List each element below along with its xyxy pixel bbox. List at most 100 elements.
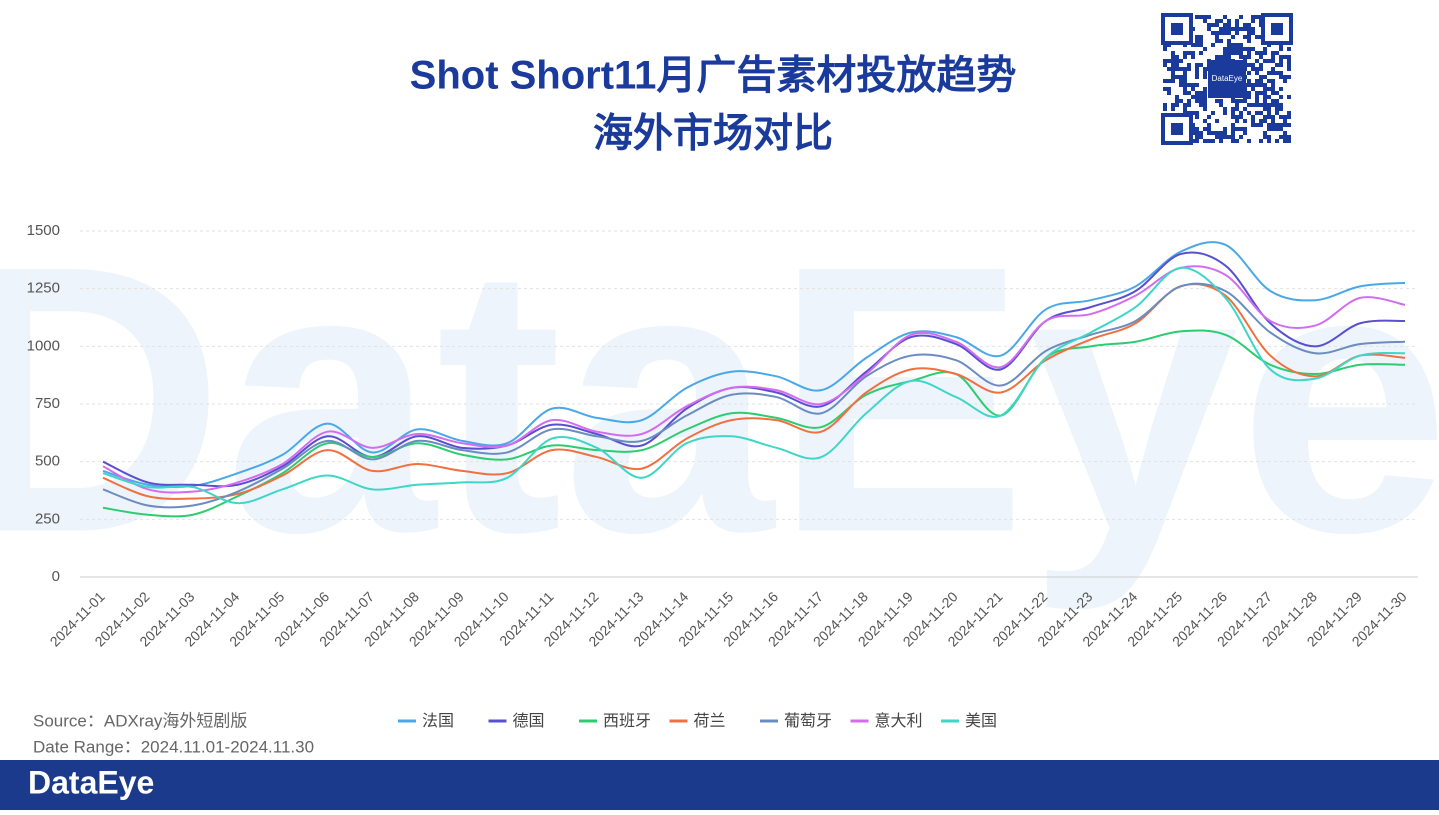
qr-cell: [1283, 135, 1287, 139]
qr-cell: [1235, 19, 1239, 23]
qr-cell: [1243, 119, 1247, 123]
qr-cell: [1203, 139, 1207, 143]
qr-cell: [1239, 127, 1243, 131]
qr-cell: [1203, 99, 1207, 103]
qr-cell: [1223, 51, 1227, 55]
qr-cell: [1211, 139, 1215, 143]
qr-cell: [1195, 71, 1199, 75]
qr-cell: [1183, 71, 1187, 75]
qr-cell: [1263, 51, 1267, 55]
qr-cell: [1175, 67, 1179, 71]
qr-cell: [1171, 63, 1175, 67]
qr-cell: [1219, 99, 1223, 103]
footer-logo: DataEye: [28, 764, 154, 800]
qr-cell: [1239, 47, 1243, 51]
qr-cell: [1255, 99, 1259, 103]
qr-cell: [1223, 111, 1227, 115]
watermark: DataEye: [0, 186, 1439, 613]
qr-cell: [1179, 83, 1183, 87]
qr-cell: [1279, 107, 1283, 111]
qr-cell: [1259, 119, 1263, 123]
series-line: [102, 265, 1406, 494]
qr-cell: [1271, 51, 1275, 55]
qr-cell: [1255, 15, 1259, 19]
qr-cell: [1271, 79, 1275, 83]
qr-cell: [1267, 71, 1271, 75]
qr-cell: [1275, 51, 1279, 55]
qr-cell: [1255, 71, 1259, 75]
qr-cell: [1255, 91, 1259, 95]
qr-cell: [1167, 59, 1171, 63]
qr-cell: [1203, 103, 1207, 107]
qr-cell: [1199, 135, 1203, 139]
qr-cell: [1235, 119, 1239, 123]
qr-cell: [1287, 123, 1291, 127]
qr-cell: [1279, 87, 1283, 91]
qr-cell: [1267, 111, 1271, 115]
legend-label: 葡萄牙: [784, 712, 832, 730]
qr-cell: [1263, 131, 1267, 135]
qr-cell: [1247, 55, 1251, 59]
qr-cell: [1243, 47, 1247, 51]
qr-cell: [1195, 15, 1199, 19]
qr-cell: [1219, 139, 1223, 143]
qr-cell: [1195, 63, 1199, 67]
qr-cell: [1191, 83, 1195, 87]
qr-cell: [1199, 95, 1203, 99]
qr-cell: [1251, 83, 1255, 87]
qr-cell: [1195, 135, 1199, 139]
qr-cell: [1259, 111, 1263, 115]
qr-cell: [1251, 87, 1255, 91]
qr-cell: [1231, 135, 1235, 139]
qr-cell: [1195, 35, 1199, 39]
qr-cell: [1263, 91, 1267, 95]
qr-cell: [1163, 63, 1167, 67]
qr-cell: [1171, 103, 1175, 107]
qr-cell: [1251, 47, 1255, 51]
qr-finder: [1271, 23, 1283, 35]
series-line: [102, 241, 1406, 489]
qr-cell: [1211, 111, 1215, 115]
qr-cell: [1251, 67, 1255, 71]
qr-cell: [1235, 31, 1239, 35]
qr-cell: [1199, 103, 1203, 107]
qr-cell: [1247, 51, 1251, 55]
qr-cell: [1231, 127, 1235, 131]
qr-cell: [1259, 63, 1263, 67]
qr-cell: [1247, 83, 1251, 87]
qr-cell: [1275, 103, 1279, 107]
qr-cell: [1215, 135, 1219, 139]
qr-cell: [1235, 139, 1239, 143]
qr-cell: [1163, 79, 1167, 83]
qr-cell: [1283, 131, 1287, 135]
qr-cell: [1231, 111, 1235, 115]
qr-cell: [1179, 75, 1183, 79]
qr-cell: [1191, 87, 1195, 91]
qr-cell: [1175, 59, 1179, 63]
qr-cell: [1203, 95, 1207, 99]
y-tick-label: 1250: [27, 280, 60, 297]
qr-cell: [1239, 15, 1243, 19]
qr-cell: [1251, 123, 1255, 127]
qr-cell: [1235, 47, 1239, 51]
qr-cell: [1283, 79, 1287, 83]
legend-label: 德国: [513, 712, 545, 730]
qr-cell: [1255, 103, 1259, 107]
qr-cell: [1255, 111, 1259, 115]
qr-cell: [1271, 115, 1275, 119]
qr-cell: [1203, 71, 1207, 75]
qr-cell: [1267, 103, 1271, 107]
qr-cell: [1203, 119, 1207, 123]
qr-cell: [1271, 91, 1275, 95]
qr-cell: [1231, 35, 1235, 39]
qr-cell: [1251, 31, 1255, 35]
qr-cell: [1163, 47, 1167, 51]
qr-cell: [1271, 127, 1275, 131]
qr-cell: [1191, 55, 1195, 59]
qr-cell: [1259, 55, 1263, 59]
qr-cell: [1243, 107, 1247, 111]
qr-cell: [1211, 23, 1215, 27]
qr-cell: [1183, 83, 1187, 87]
qr-cell: [1163, 59, 1167, 63]
qr-cell: [1267, 59, 1271, 63]
